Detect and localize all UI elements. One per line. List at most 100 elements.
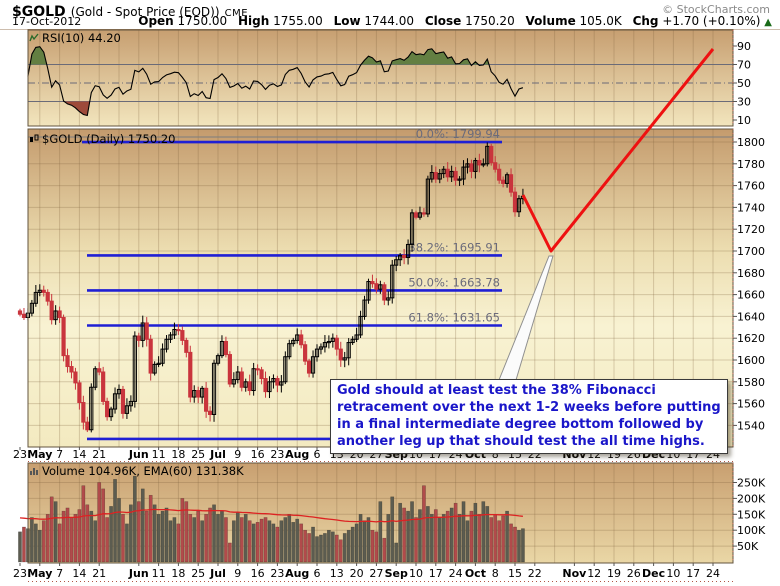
svg-text:23: 23	[13, 567, 27, 580]
svg-text:27: 27	[369, 567, 383, 580]
svg-text:Nov: Nov	[562, 567, 587, 580]
quote-value: 1750.00	[173, 14, 231, 28]
svg-text:13: 13	[330, 567, 344, 580]
svg-text:23: 23	[270, 448, 284, 461]
candlestick-icon	[30, 134, 39, 142]
svg-text:50K: 50K	[737, 540, 759, 553]
svg-text:38.2%: 1695.91: 38.2%: 1695.91	[408, 240, 500, 254]
volume-series	[18, 475, 525, 563]
svg-text:11: 11	[152, 448, 166, 461]
svg-text:15: 15	[508, 567, 522, 580]
svg-text:61.8%: 1631.65: 61.8%: 1631.65	[408, 311, 500, 325]
svg-text:18: 18	[171, 567, 185, 580]
quote-value: +1.70 (+0.10%)	[658, 14, 765, 28]
svg-text:10: 10	[409, 567, 423, 580]
quote-value: 1744.00	[360, 14, 418, 28]
svg-text:21: 21	[92, 448, 106, 461]
svg-text:1780: 1780	[737, 158, 765, 171]
svg-text:11: 11	[152, 567, 166, 580]
svg-text:25: 25	[191, 567, 205, 580]
svg-text:8: 8	[492, 448, 499, 461]
svg-text:1680: 1680	[737, 267, 765, 280]
quote-value: 1755.00	[269, 14, 327, 28]
svg-text:1600: 1600	[737, 354, 765, 367]
svg-text:10: 10	[666, 567, 680, 580]
quote-label: Low	[333, 14, 361, 28]
svg-text:1640: 1640	[737, 310, 765, 323]
svg-text:50.0%: 1663.78: 50.0%: 1663.78	[408, 275, 500, 289]
svg-text:22: 22	[528, 567, 542, 580]
quote-value: 105.0K	[575, 14, 626, 28]
svg-text:7: 7	[56, 448, 63, 461]
svg-text:9: 9	[234, 448, 241, 461]
svg-text:9: 9	[234, 567, 241, 580]
svg-text:1620: 1620	[737, 332, 765, 345]
rsi-panel	[27, 46, 733, 117]
rsi-oversold-fill	[64, 101, 90, 116]
svg-text:30: 30	[737, 96, 751, 109]
svg-text:14: 14	[72, 567, 86, 580]
svg-text:10: 10	[737, 114, 751, 127]
svg-text:7: 7	[56, 567, 63, 580]
svg-text:1720: 1720	[737, 223, 765, 236]
scales: 90 70 50 30 10 1800 1780 1760 1740 1720 1700 1680 16…	[733, 40, 766, 553]
annotation-line: retracement over the next 1-2 weeks befo…	[337, 400, 721, 415]
change-up-arrow: ▲	[764, 17, 772, 28]
svg-text:Aug: Aug	[285, 448, 309, 461]
svg-text:17: 17	[429, 567, 443, 580]
svg-text:Jul: Jul	[209, 448, 226, 461]
svg-text:May: May	[27, 567, 52, 580]
svg-text:14: 14	[72, 448, 86, 461]
quote-label: Volume	[525, 14, 576, 28]
candlestick-series	[17, 142, 526, 433]
svg-text:6: 6	[314, 448, 321, 461]
volume-panel-label: Volume 104.96K, EMA(60) 131.38K	[29, 464, 244, 478]
svg-text:19: 19	[607, 567, 621, 580]
svg-text:21: 21	[92, 567, 106, 580]
volume-bars-icon	[30, 468, 38, 475]
svg-text:26: 26	[627, 567, 641, 580]
svg-text:20: 20	[350, 567, 364, 580]
svg-text:0.0%: 1799.94: 0.0%: 1799.94	[416, 127, 500, 141]
svg-text:8: 8	[492, 567, 499, 580]
price-panel: 0.0%: 1799.94 38.2%: 1695.91 50.0%: 1663.7…	[28, 127, 733, 441]
svg-text:200K: 200K	[737, 492, 766, 505]
price-panel-label: $GOLD (Daily) 1750.20	[29, 132, 175, 146]
svg-text:100K: 100K	[737, 524, 766, 537]
svg-text:1540: 1540	[737, 419, 765, 432]
header: $GOLD (Gold - Spot Price (EOD)) CME © St…	[0, 0, 780, 29]
svg-text:18: 18	[171, 448, 185, 461]
svg-text:6: 6	[314, 567, 321, 580]
svg-text:Dec: Dec	[642, 567, 665, 580]
svg-text:16: 16	[251, 567, 265, 580]
svg-text:16: 16	[251, 448, 265, 461]
quote-row: Open 1750.00 High 1755.00 Low 1744.00 Cl…	[131, 14, 772, 28]
volume-ema-line	[19, 508, 523, 523]
svg-text:50: 50	[737, 77, 751, 90]
indicator-line-icon	[29, 33, 39, 42]
svg-text:250K: 250K	[737, 477, 766, 490]
svg-text:May: May	[27, 448, 52, 461]
svg-text:24: 24	[706, 567, 720, 580]
svg-text:Jun: Jun	[128, 448, 149, 461]
svg-text:Oct: Oct	[465, 567, 486, 580]
svg-text:17: 17	[686, 567, 700, 580]
svg-text:1740: 1740	[737, 201, 765, 214]
rsi-line	[27, 46, 524, 117]
svg-text:25: 25	[191, 448, 205, 461]
svg-text:90: 90	[737, 40, 751, 53]
svg-text:70: 70	[737, 59, 751, 72]
quote-label: Open	[138, 14, 174, 28]
quote-label: High	[238, 14, 270, 28]
symbol: $GOLD	[12, 4, 66, 20]
svg-text:23: 23	[13, 448, 27, 461]
svg-text:Aug: Aug	[285, 567, 309, 580]
svg-text:Jun: Jun	[128, 567, 149, 580]
svg-text:1580: 1580	[737, 376, 765, 389]
projection-line	[521, 48, 715, 253]
quote-label: Close	[424, 14, 462, 28]
rsi-panel-label: RSI(10) 44.20	[29, 31, 121, 45]
svg-text:150K: 150K	[737, 508, 766, 521]
svg-text:1700: 1700	[737, 245, 765, 258]
